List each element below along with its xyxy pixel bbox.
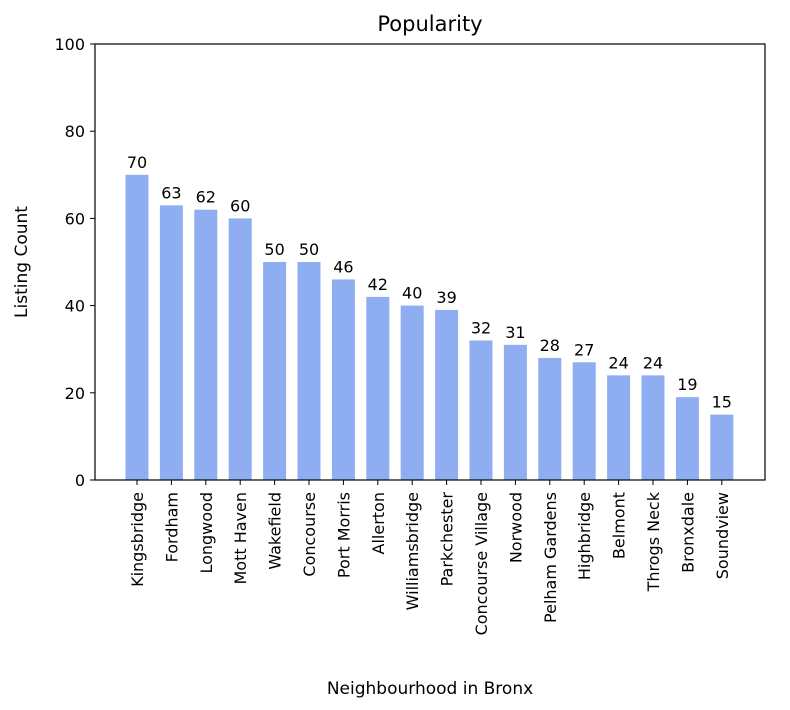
bar-value-label: 46 [333, 257, 353, 276]
x-tick-label: Concourse [300, 492, 319, 577]
bar [435, 309, 459, 480]
bar-value-label: 60 [230, 196, 250, 215]
y-tick-label: 40 [65, 297, 85, 316]
bar-value-label: 27 [574, 340, 594, 359]
bar [538, 357, 562, 480]
x-tick-label: Longwood [197, 492, 216, 574]
bar-value-label: 24 [643, 353, 663, 372]
bar [675, 397, 699, 480]
y-tick-label: 60 [65, 209, 85, 228]
x-tick-label: Highbridge [575, 492, 594, 580]
y-tick-label: 80 [65, 122, 85, 141]
bar [125, 174, 149, 481]
bar-value-label: 40 [402, 284, 422, 303]
bar [194, 209, 218, 480]
chart-title: Popularity [377, 12, 482, 36]
bars-group [125, 174, 734, 481]
x-tick-label: Norwood [506, 492, 525, 563]
bar [503, 344, 527, 480]
bar [572, 362, 596, 480]
bar-value-label: 50 [299, 240, 319, 259]
bar [710, 414, 734, 480]
bar-value-label: 32 [471, 318, 491, 337]
x-tick-label: Allerton [369, 492, 388, 554]
bar-value-label: 50 [264, 240, 284, 259]
bar-value-label: 31 [505, 323, 525, 342]
x-tick-label: Port Morris [334, 492, 353, 578]
x-tick-label: Concourse Village [472, 492, 491, 635]
x-tick-label: Soundview [713, 492, 732, 579]
bar-value-label: 39 [436, 288, 456, 307]
x-axis: Kingsbridge Fordham Longwood Mott Haven Wake… [128, 480, 732, 635]
x-tick-label: Parkchester [438, 492, 457, 587]
bar [228, 218, 252, 480]
bar [297, 262, 321, 480]
bar [366, 296, 390, 480]
bar [607, 375, 631, 480]
x-tick-label: Bronxdale [678, 492, 697, 573]
bar-value-label: 70 [127, 153, 147, 172]
x-tick-label: Fordham [162, 492, 181, 562]
bar-value-label: 15 [712, 393, 732, 412]
bar [469, 340, 493, 480]
bar-value-label: 19 [677, 375, 697, 394]
x-tick-label: Mott Haven [231, 492, 250, 585]
x-tick-label: Williamsbridge [403, 492, 422, 610]
y-tick-label: 0 [75, 471, 85, 490]
bar-value-label: 28 [540, 336, 560, 355]
plot-frame [94, 43, 766, 481]
x-axis-label: Neighbourhood in Bronx [327, 679, 533, 699]
bar [400, 305, 424, 480]
y-axis: 0 20 40 60 80 100 [54, 35, 95, 490]
x-tick-label: Belmont [610, 492, 629, 559]
x-tick-label: Wakefield [266, 492, 285, 570]
x-tick-label: Throgs Neck [644, 491, 663, 592]
bar [641, 375, 665, 480]
bar [263, 262, 287, 480]
bar-value-label: 63 [161, 183, 181, 202]
bar-value-label: 24 [608, 353, 628, 372]
value-labels-group: 70 63 62 60 50 50 46 42 40 39 32 31 28 27 24 24 19 15 [127, 153, 732, 412]
y-axis-label: Listing Count [12, 206, 32, 318]
x-tick-label: Pelham Gardens [541, 492, 560, 623]
bar [331, 279, 355, 480]
x-tick-label: Kingsbridge [128, 492, 147, 587]
y-tick-label: 100 [54, 35, 85, 54]
y-tick-label: 20 [65, 384, 85, 403]
bar [159, 205, 183, 480]
bar-value-label: 42 [368, 275, 388, 294]
bar-value-label: 62 [196, 188, 216, 207]
